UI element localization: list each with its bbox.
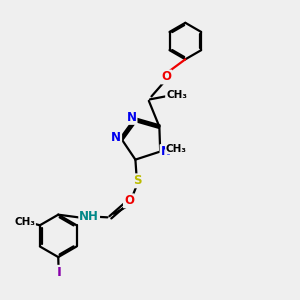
Text: N: N	[160, 145, 170, 158]
Text: N: N	[127, 111, 136, 124]
Text: CH₃: CH₃	[166, 144, 187, 154]
Text: CH₃: CH₃	[166, 90, 187, 100]
Text: CH₃: CH₃	[14, 217, 35, 227]
Text: O: O	[124, 194, 134, 207]
Text: NH: NH	[79, 210, 99, 223]
Text: O: O	[161, 70, 171, 83]
Text: I: I	[56, 266, 61, 279]
Text: S: S	[134, 174, 142, 187]
Text: N: N	[111, 131, 121, 144]
